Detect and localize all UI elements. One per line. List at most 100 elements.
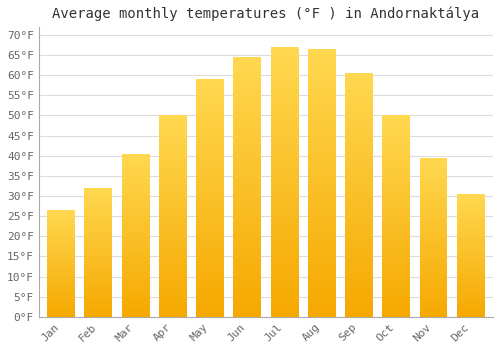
- Bar: [159, 294, 187, 295]
- Bar: [159, 122, 187, 124]
- Bar: [47, 215, 75, 216]
- Bar: [270, 118, 298, 120]
- Bar: [308, 112, 336, 113]
- Bar: [420, 260, 448, 261]
- Bar: [345, 220, 373, 222]
- Bar: [308, 215, 336, 216]
- Bar: [420, 219, 448, 220]
- Bar: [420, 165, 448, 166]
- Bar: [196, 200, 224, 202]
- Bar: [420, 240, 448, 241]
- Bar: [270, 93, 298, 94]
- Bar: [196, 216, 224, 217]
- Bar: [308, 50, 336, 51]
- Bar: [196, 238, 224, 239]
- Bar: [122, 265, 150, 266]
- Bar: [308, 101, 336, 103]
- Bar: [122, 256, 150, 257]
- Bar: [270, 143, 298, 144]
- Bar: [196, 185, 224, 186]
- Bar: [234, 189, 262, 191]
- Bar: [159, 248, 187, 249]
- Bar: [308, 114, 336, 116]
- Bar: [457, 223, 484, 224]
- Bar: [457, 277, 484, 278]
- Bar: [270, 71, 298, 72]
- Bar: [382, 247, 410, 248]
- Bar: [47, 217, 75, 218]
- Bar: [382, 205, 410, 206]
- Bar: [159, 308, 187, 309]
- Bar: [84, 270, 112, 271]
- Bar: [122, 161, 150, 162]
- Bar: [308, 167, 336, 168]
- Bar: [270, 152, 298, 154]
- Bar: [382, 256, 410, 257]
- Bar: [382, 237, 410, 238]
- Bar: [308, 198, 336, 199]
- Bar: [84, 281, 112, 282]
- Bar: [420, 182, 448, 183]
- Bar: [234, 92, 262, 93]
- Bar: [345, 307, 373, 308]
- Bar: [345, 76, 373, 77]
- Bar: [47, 228, 75, 229]
- Bar: [159, 247, 187, 248]
- Bar: [457, 234, 484, 235]
- Bar: [457, 259, 484, 260]
- Bar: [270, 264, 298, 266]
- Bar: [420, 296, 448, 297]
- Bar: [159, 213, 187, 214]
- Bar: [47, 281, 75, 282]
- Bar: [382, 254, 410, 256]
- Bar: [270, 79, 298, 80]
- Bar: [420, 284, 448, 285]
- Bar: [308, 194, 336, 195]
- Bar: [308, 104, 336, 105]
- Bar: [196, 305, 224, 306]
- Bar: [159, 178, 187, 179]
- Bar: [234, 65, 262, 66]
- Bar: [47, 308, 75, 309]
- Bar: [234, 68, 262, 69]
- Bar: [196, 247, 224, 248]
- Bar: [270, 220, 298, 221]
- Bar: [47, 213, 75, 214]
- Bar: [234, 150, 262, 152]
- Bar: [159, 289, 187, 290]
- Bar: [159, 297, 187, 298]
- Bar: [345, 217, 373, 218]
- Bar: [270, 167, 298, 168]
- Bar: [345, 244, 373, 245]
- Bar: [308, 132, 336, 133]
- Bar: [196, 208, 224, 209]
- Bar: [420, 170, 448, 171]
- Bar: [308, 64, 336, 65]
- Bar: [84, 261, 112, 262]
- Bar: [308, 145, 336, 147]
- Bar: [345, 213, 373, 215]
- Bar: [457, 313, 484, 314]
- Bar: [234, 220, 262, 222]
- Bar: [84, 310, 112, 311]
- Bar: [159, 199, 187, 200]
- Bar: [84, 237, 112, 238]
- Bar: [270, 141, 298, 143]
- Bar: [270, 113, 298, 114]
- Bar: [270, 279, 298, 280]
- Bar: [308, 175, 336, 176]
- Bar: [345, 156, 373, 157]
- Bar: [234, 210, 262, 212]
- Bar: [345, 78, 373, 79]
- Bar: [84, 210, 112, 211]
- Bar: [47, 273, 75, 274]
- Bar: [308, 251, 336, 252]
- Bar: [122, 208, 150, 209]
- Bar: [308, 263, 336, 265]
- Bar: [196, 186, 224, 187]
- Bar: [382, 116, 410, 117]
- Bar: [382, 183, 410, 184]
- Bar: [47, 261, 75, 262]
- Bar: [196, 273, 224, 274]
- Bar: [122, 239, 150, 240]
